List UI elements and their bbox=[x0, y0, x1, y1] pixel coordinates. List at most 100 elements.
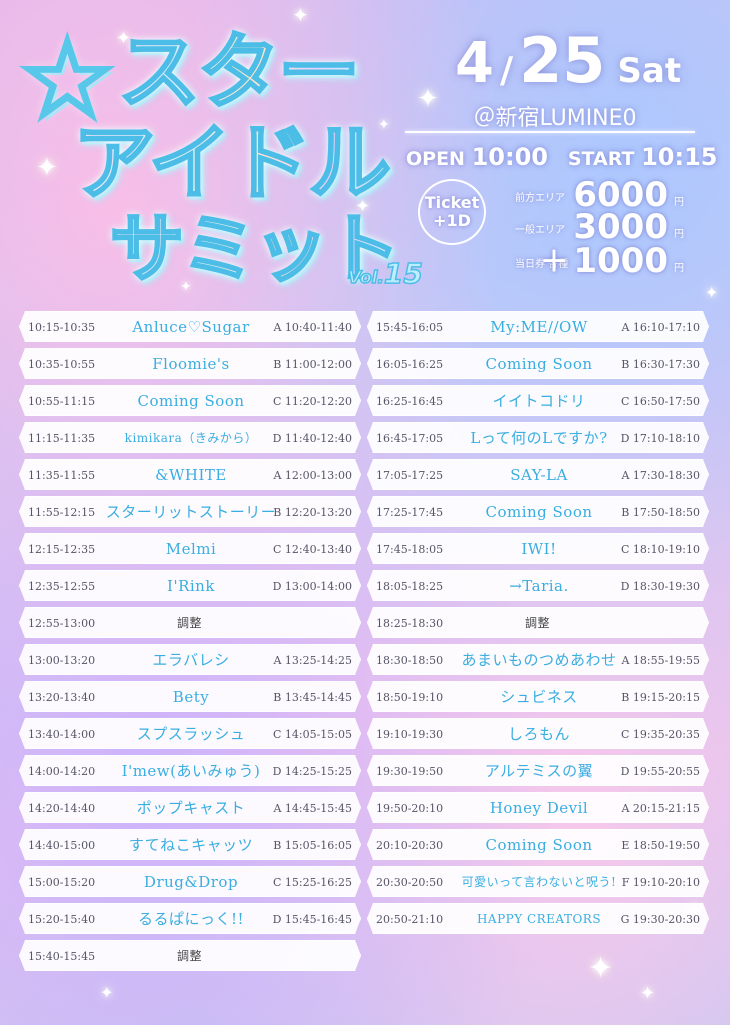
price-row: 前方エリア 6000 円 bbox=[515, 178, 690, 212]
performance-time: 18:25-18:30 bbox=[376, 617, 444, 630]
logo-volume: Vol.15 bbox=[347, 257, 423, 290]
greeting-slot: A 16:10-17:10 bbox=[621, 321, 700, 334]
artist-name: I'Rink bbox=[167, 577, 215, 595]
timetable-row: 17:05-17:25 SAY-LA A 17:30-18:30 bbox=[367, 459, 709, 490]
greeting-slot: B 11:00-12:00 bbox=[273, 358, 352, 371]
greeting-slot: F 19:10-20:10 bbox=[621, 876, 700, 889]
greeting-slot: B 17:50-18:50 bbox=[621, 506, 700, 519]
performance-time: 10:15-10:35 bbox=[28, 321, 96, 334]
timetable-row: 12:15-12:35 Melmi C 12:40-13:40 bbox=[19, 533, 361, 564]
logo-title-line-1: スター bbox=[116, 25, 361, 120]
timetable-row: 11:55-12:15 スターリットストーリー B 12:20-13:20 bbox=[19, 496, 361, 527]
price-unit: 円 bbox=[674, 229, 684, 240]
greeting-slot: D 15:45-16:45 bbox=[272, 913, 352, 926]
performance-time: 19:10-19:30 bbox=[376, 728, 444, 741]
timetable-row: 11:15-11:35 kimikara（きみから） D 11:40-12:40 bbox=[19, 422, 361, 453]
price-value: 6000 bbox=[573, 175, 668, 215]
price-unit: 円 bbox=[674, 263, 684, 274]
open-label: OPEN bbox=[406, 148, 465, 170]
price-row: 一般エリア 3000 円 bbox=[515, 210, 690, 244]
performance-time: 12:55-13:00 bbox=[28, 617, 96, 630]
artist-name: Floomie's bbox=[152, 355, 230, 373]
timetable-row: 13:20-13:40 Bety B 13:45-14:45 bbox=[19, 681, 361, 712]
price-label: 前方エリア bbox=[515, 193, 565, 204]
artist-name: IWI! bbox=[521, 540, 557, 558]
performance-time: 17:05-17:25 bbox=[376, 469, 444, 482]
adjustment-label: 調整 bbox=[177, 616, 203, 630]
sparkle-icon: ✦ bbox=[705, 283, 719, 302]
greeting-slot: A 14:45-15:45 bbox=[273, 802, 352, 815]
performance-time: 11:55-12:15 bbox=[28, 506, 96, 519]
artist-name: アルテミスの翼 bbox=[484, 762, 594, 780]
greeting-slot: C 16:50-17:50 bbox=[620, 395, 700, 408]
price-label: 当日券 各種 bbox=[515, 259, 569, 270]
performance-time: 12:35-12:55 bbox=[28, 580, 96, 593]
event-month: 4 bbox=[455, 31, 494, 96]
start-time: 10:15 bbox=[641, 143, 718, 171]
greeting-slot: G 19:30-20:30 bbox=[620, 913, 700, 926]
artist-name: Honey Devil bbox=[489, 799, 589, 817]
adjustment-label: 調整 bbox=[177, 949, 203, 963]
performance-time: 14:00-14:20 bbox=[28, 765, 96, 778]
performance-time: 19:50-20:10 bbox=[376, 802, 444, 815]
artist-name: Melmi bbox=[165, 540, 217, 558]
ticket-badge: Ticket +1D bbox=[418, 179, 486, 245]
greeting-slot: C 19:35-20:35 bbox=[620, 728, 700, 741]
timetable-row: 14:40-15:00 すてねこキャッツ B 15:05-16:05 bbox=[19, 829, 361, 860]
artist-name: イイトコドリ bbox=[492, 392, 586, 410]
timetable-row: 11:35-11:55 &WHITE A 12:00-13:00 bbox=[19, 459, 361, 490]
artist-name: あまいものつめあわせ bbox=[461, 651, 617, 669]
adjustment-label: 調整 bbox=[525, 616, 551, 630]
artist-name: Lって何のLですか? bbox=[470, 429, 608, 447]
timetable-row: 19:50-20:10 Honey Devil A 20:15-21:15 bbox=[367, 792, 709, 823]
timetable-row: 15:00-15:20 Drug&Drop C 15:25-16:25 bbox=[19, 866, 361, 897]
greeting-slot: C 18:10-19:10 bbox=[620, 543, 700, 556]
greeting-slot: A 10:40-11:40 bbox=[273, 321, 352, 334]
artist-name: スターリットストーリー bbox=[105, 503, 277, 521]
timetable-row: 18:05-18:25 →Taria. D 18:30-19:30 bbox=[367, 570, 709, 601]
artist-name: Coming Soon bbox=[485, 836, 593, 854]
performance-time: 14:40-15:00 bbox=[28, 839, 96, 852]
price-plus: ＋ bbox=[539, 245, 568, 278]
timetable-row-adjustment: 12:55-13:00 調整 bbox=[19, 607, 361, 638]
performance-time: 15:45-16:05 bbox=[376, 321, 444, 334]
price-row: 当日券 各種 ＋ 1000 円 bbox=[515, 244, 690, 278]
performance-time: 11:15-11:35 bbox=[28, 432, 96, 445]
event-weekday: Sat bbox=[617, 51, 682, 91]
artist-name: I'mew(あいみゅう) bbox=[121, 762, 261, 780]
event-day: 25 bbox=[519, 24, 606, 97]
timetable-row: 20:10-20:30 Coming Soon E 18:50-19:50 bbox=[367, 829, 709, 860]
performance-time: 17:25-17:45 bbox=[376, 506, 444, 519]
artist-name: SAY-LA bbox=[510, 466, 568, 484]
start-label: START bbox=[567, 148, 635, 170]
timetable-row: 18:50-19:10 シュビネス B 19:15-20:15 bbox=[367, 681, 709, 712]
greeting-slot: A 12:00-13:00 bbox=[273, 469, 352, 482]
performance-time: 12:15-12:35 bbox=[28, 543, 96, 556]
divider bbox=[405, 131, 695, 133]
timetable-row: 14:00-14:20 I'mew(あいみゅう) D 14:25-15:25 bbox=[19, 755, 361, 786]
timetable-row: 19:30-19:50 アルテミスの翼 D 19:55-20:55 bbox=[367, 755, 709, 786]
performance-time: 10:55-11:15 bbox=[28, 395, 96, 408]
timetable-row: 19:10-19:30 しろもん C 19:35-20:35 bbox=[367, 718, 709, 749]
date-slash: / bbox=[499, 50, 514, 91]
greeting-slot: A 18:55-19:55 bbox=[621, 654, 700, 667]
timetable-row: 15:20-15:40 るるぱにっく!! D 15:45-16:45 bbox=[19, 903, 361, 934]
greeting-slot: D 19:55-20:55 bbox=[620, 765, 700, 778]
price-unit: 円 bbox=[674, 197, 684, 208]
greeting-slot: D 18:30-19:30 bbox=[620, 580, 700, 593]
greeting-slot: A 20:15-21:15 bbox=[621, 802, 700, 815]
performance-time: 13:20-13:40 bbox=[28, 691, 96, 704]
timetable-row: 17:25-17:45 Coming Soon B 17:50-18:50 bbox=[367, 496, 709, 527]
timetable-row: 14:20-14:40 ポップキャスト A 14:45-15:45 bbox=[19, 792, 361, 823]
price-value: 3000 bbox=[573, 207, 668, 247]
greeting-slot: B 16:30-17:30 bbox=[621, 358, 700, 371]
artist-name: Coming Soon bbox=[485, 355, 593, 373]
performance-time: 18:05-18:25 bbox=[376, 580, 444, 593]
artist-name: HAPPY CREATORS bbox=[476, 912, 602, 926]
artist-name: 可愛いって言わないと呪う! bbox=[461, 875, 617, 889]
timetable-row: 16:45-17:05 Lって何のLですか? D 17:10-18:10 bbox=[367, 422, 709, 453]
timetable-row: 10:55-11:15 Coming Soon C 11:20-12:20 bbox=[19, 385, 361, 416]
performance-time: 15:00-15:20 bbox=[28, 876, 96, 889]
greeting-slot: A 13:25-14:25 bbox=[273, 654, 352, 667]
performance-time: 18:30-18:50 bbox=[376, 654, 444, 667]
